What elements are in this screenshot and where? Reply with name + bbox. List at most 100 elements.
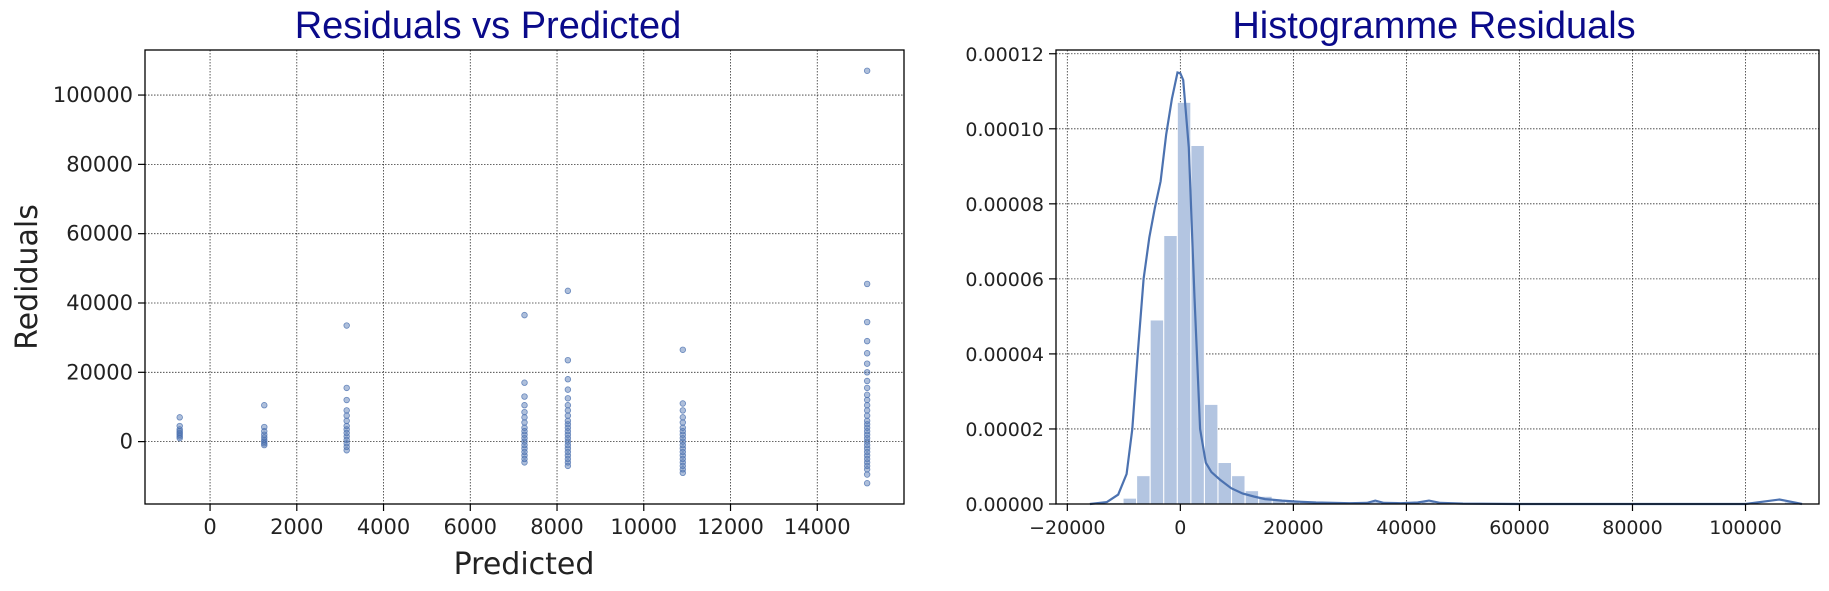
scatter-point [863,448,871,456]
scatter-point [863,384,871,392]
x-tick-label: 6000 [444,515,497,539]
scatter-point [679,452,687,459]
scatter-point [521,452,528,459]
scatter-point [863,350,871,357]
scatter-point [521,448,528,456]
scatter-point [863,396,871,404]
histogram-panel: Histogramme Residuals −20000 0 20000 40000 6… [965,5,1820,539]
scatter-point [564,445,572,452]
histogram-bar [1150,319,1164,505]
scatter-point [176,429,183,437]
scatter-point [679,466,687,473]
scatter-point [863,438,871,445]
scatter-point [261,441,268,449]
scatter-point [343,417,350,425]
scatter-point [261,428,268,435]
scatter-point [521,379,528,386]
scatter-point [679,414,687,421]
scatter-point [564,462,572,470]
scatter-point [176,433,183,440]
scatter-point [863,480,871,487]
scatter-point [521,455,528,463]
scatter-point [863,377,871,385]
scatter-point [343,322,350,329]
scatter-point [863,402,871,409]
scatter-point [176,422,183,430]
scatter-point [679,462,687,470]
scatter-point [863,67,871,74]
scatter-point [521,408,528,416]
scatter-point [863,428,871,435]
scatter-point [521,431,528,438]
histogram-bar [1190,145,1205,505]
y-tick-label: 60000 [66,222,133,246]
scatter-point [863,391,871,399]
kde-curve [1089,71,1803,506]
scatter-point [863,471,871,478]
y-tick-label: 40000 [66,291,133,315]
scatter-point [176,428,183,435]
scatter-point [343,436,350,444]
scatter-point [679,346,687,353]
scatter-point [679,400,687,407]
scatter-point [679,445,687,452]
y-tick-label: 100000 [53,83,133,107]
scatter-plot-frame [144,49,905,505]
scatter-point [564,452,572,459]
scatter-point [679,424,687,431]
scatter-point [564,386,572,393]
scatter-point [564,428,572,435]
histogram-title: Histogramme Residuals [1232,5,1635,47]
scatter-point [521,402,528,409]
x-tick-label: 10000 [610,515,677,539]
y-tick-label: 0.00000 [965,494,1044,516]
scatter-point [679,441,687,449]
scatter-point [261,402,268,409]
scatter-y-axis-label: Rediduals [10,204,45,350]
y-tick-label: 0.00010 [965,119,1044,141]
scatter-point [261,436,268,444]
y-tick-label: 0.00002 [965,419,1044,441]
y-tick-label: 0.00008 [965,194,1044,216]
scatter-point [176,431,183,438]
x-tick-label: 80000 [1602,517,1662,539]
x-tick-label: 8000 [530,515,583,539]
scatter-point [176,426,183,433]
scatter-point [863,424,871,431]
histogram-bar [1163,235,1178,505]
x-tick-label: 14000 [784,515,851,539]
y-tick-label: 20000 [66,360,133,384]
scatter-point [343,384,350,392]
scatter-point [863,337,871,345]
scatter-title: Residuals vs Predicted [295,5,682,47]
scatter-point [564,441,572,449]
scatter-point [564,448,572,456]
scatter-point [679,419,687,426]
scatter-point [564,376,572,383]
scatter-point [564,455,572,463]
scatter-point [679,431,687,438]
scatter-point [564,424,572,431]
x-tick-label: 60000 [1489,517,1549,539]
y-tick-label: 0.00012 [965,44,1044,66]
scatter-point [343,422,350,430]
scatter-point [564,438,572,445]
scatter-point [564,412,572,419]
scatter-point [521,424,528,431]
histogram-plot-frame [1055,49,1820,505]
scatter-point [521,441,528,449]
scatter-point [564,434,572,442]
scatter-point [863,466,871,473]
scatter-point [343,447,350,454]
scatter-point [564,287,572,295]
histogram-bar [1122,498,1137,505]
scatter-point [679,459,687,466]
scatter-point [679,438,687,445]
scatter-point [521,438,528,445]
histogram-bar [1204,404,1219,505]
x-tick-label: 0 [203,515,216,539]
scatter-point [679,448,687,456]
scatter-point [261,438,268,445]
x-tick-label: 100000 [1709,517,1782,539]
